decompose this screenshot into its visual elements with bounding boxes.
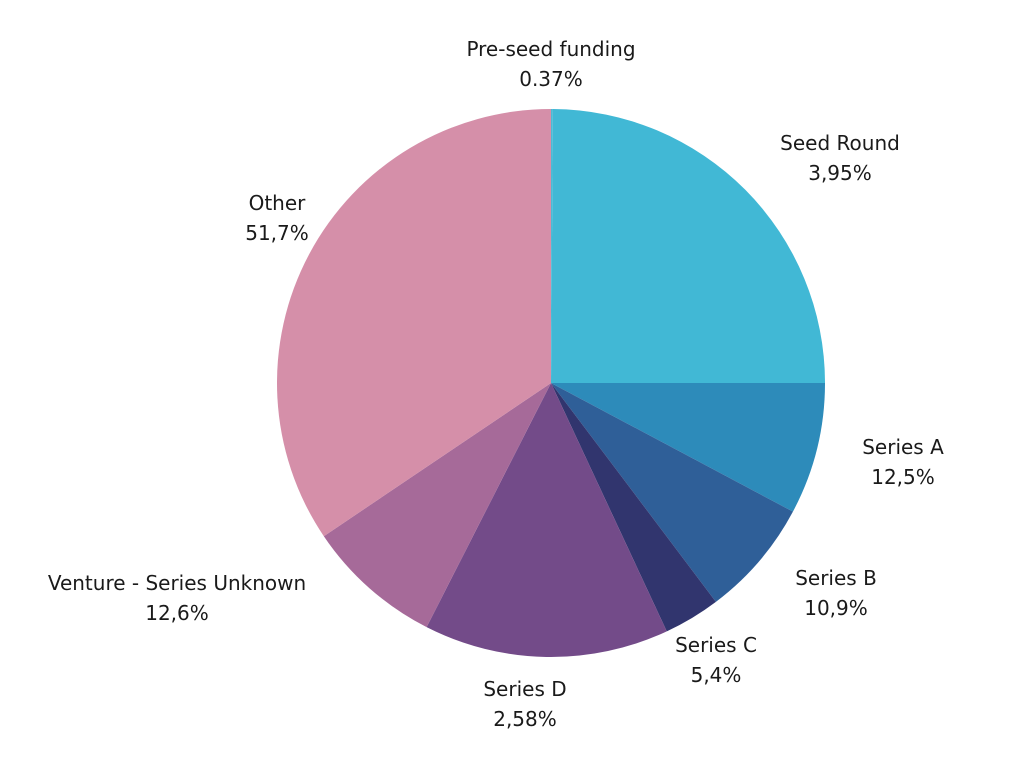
slice-labels: Pre-seed funding 0.37% Seed Round 3,95% Seri… <box>48 37 944 731</box>
slice-name-label: Series A <box>862 435 944 459</box>
pie-slice-seed-round <box>551 109 825 383</box>
pie-slice-pre-seed-funding <box>551 109 553 383</box>
slice-name-label: Series B <box>795 566 877 590</box>
slice-value-label: 12,6% <box>145 601 209 625</box>
slice-name-label: Series D <box>483 677 566 701</box>
slice-name-label: Other <box>249 191 307 215</box>
pie-slices <box>276 109 825 658</box>
slice-value-label: 5,4% <box>691 663 742 687</box>
pie-slice-other <box>276 109 551 537</box>
slice-value-label: 3,95% <box>808 161 872 185</box>
pie-slice-series-d <box>426 383 667 658</box>
pie-slice-venture-series-unknown <box>323 383 551 628</box>
slice-value-label: 51,7% <box>245 221 309 245</box>
slice-name-label: Series C <box>675 633 757 657</box>
slice-name-label: Pre-seed funding <box>466 37 635 61</box>
slice-name-label: Venture - Series Unknown <box>48 571 306 595</box>
slice-name-label: Seed Round <box>780 131 900 155</box>
slice-value-label: 0.37% <box>519 67 583 91</box>
pie-slice-series-a <box>551 383 825 512</box>
slice-value-label: 12,5% <box>871 465 935 489</box>
pie-slice-series-b <box>551 383 793 602</box>
pie-slice-series-c <box>551 383 716 632</box>
slice-value-label: 2,58% <box>493 707 557 731</box>
slice-value-label: 10,9% <box>804 596 868 620</box>
